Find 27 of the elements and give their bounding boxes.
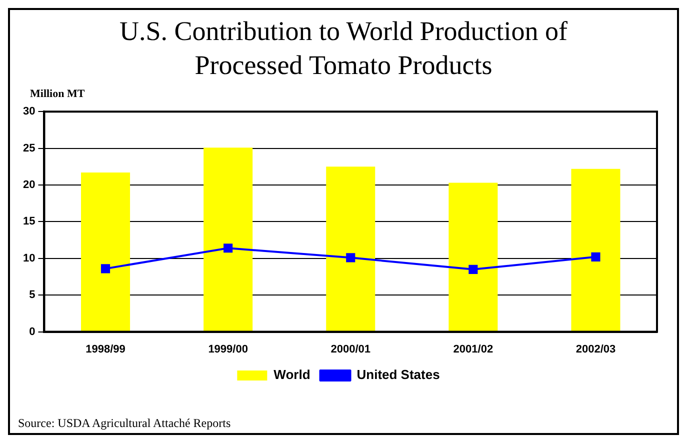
y-tick-label: 20 (22, 179, 36, 192)
x-tick-label: 1999/00 (208, 343, 248, 356)
x-tick-label: 2000/01 (330, 343, 370, 356)
y-tick-label: 25 (22, 142, 36, 154)
point (591, 252, 600, 262)
bar (326, 166, 376, 332)
y-tick-label: 30 (22, 106, 36, 118)
y-tick-label: 5 (29, 289, 36, 302)
x-tick-label: 2001/02 (453, 343, 494, 356)
legend-label: United States (356, 367, 440, 382)
y-axis-title: Million MT (30, 88, 85, 100)
bar (571, 168, 620, 332)
y-tick-label: 10 (22, 252, 36, 264)
x-tick-label: 2002/03 (576, 343, 616, 356)
x-tick-label: 1998/99 (86, 343, 126, 356)
legend-label: World (274, 367, 310, 382)
point (346, 253, 356, 262)
bar (448, 182, 498, 332)
y-tick-label: 15 (22, 216, 36, 228)
y-tick-label: 0 (29, 326, 36, 338)
bar (81, 172, 130, 332)
chart-title: U.S. Contribution to World Production of Processed Tomato Products (118, 15, 569, 82)
point (100, 264, 110, 274)
source-note: Source: USDA Agricultural Attaché Reports (18, 416, 231, 431)
point (224, 244, 233, 253)
bar (204, 148, 253, 332)
point (468, 264, 478, 274)
